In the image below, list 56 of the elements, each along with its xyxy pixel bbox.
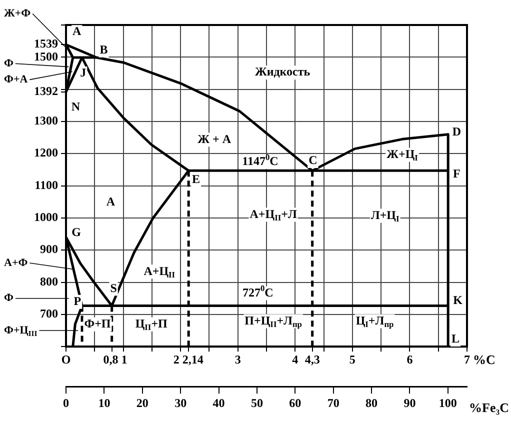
annotation: Жидкость: [254, 64, 311, 79]
y-tick-label: 1500: [34, 49, 58, 64]
annotation: E: [192, 172, 200, 186]
annotation: Ф+П: [84, 316, 112, 331]
x2-tick-label: 60: [289, 396, 302, 410]
text: Ф: [4, 57, 14, 70]
annotation: Ж+Ф: [4, 8, 32, 20]
x2-tick-label: 20: [136, 396, 148, 410]
annotation: P: [74, 294, 82, 308]
y-tick-label: 1392: [34, 84, 58, 98]
annotation: Ф+А: [4, 74, 28, 86]
annotation: G: [72, 225, 81, 240]
annotation: Ж + А: [198, 132, 232, 146]
y-tick-label: 700: [40, 306, 58, 321]
x2-tick-label: 50: [250, 396, 263, 410]
x-tick-label: 2: [173, 352, 180, 367]
y-tick-label: 900: [40, 242, 58, 256]
annotation: S: [110, 280, 118, 295]
x-tick-label: 2,14: [182, 352, 204, 367]
annotation: А+Ф: [4, 256, 28, 269]
y-tick-label: 1300: [34, 114, 58, 128]
annotation: А: [106, 194, 116, 209]
x-tick-label: 6: [406, 352, 413, 367]
x2-tick-label: 10: [98, 396, 110, 410]
annotation: N: [71, 99, 80, 114]
y-tick-label: 1000: [34, 210, 58, 224]
x2-tick-label: 70: [327, 396, 340, 410]
y-tick-label: 1100: [34, 178, 58, 192]
x2-tick-label: 100: [438, 396, 457, 410]
y-tick-label: 800: [40, 274, 58, 288]
y-tick-label: 1200: [34, 146, 58, 160]
x-tick-label: 4,3: [304, 352, 320, 367]
x2-tick-label: 80: [366, 396, 378, 410]
x2-tick-label: 0: [63, 396, 69, 410]
x-tick-label: 0,8: [103, 352, 118, 367]
x2-tick-label: 90: [404, 396, 416, 410]
annotation: B: [100, 42, 108, 56]
x-tick-label: 3: [234, 352, 241, 367]
annotation: K: [453, 293, 464, 308]
y-tick-label: 1539: [34, 36, 58, 51]
x2-tick-label: 30: [174, 396, 187, 410]
annotation: F: [453, 166, 460, 181]
x-tick-label: 4: [292, 352, 298, 367]
annotation: J: [80, 66, 86, 80]
text: Ф: [4, 292, 14, 304]
annotation: C: [308, 153, 318, 168]
x2-axis-title: %Fe₃C: [469, 400, 509, 415]
x-tick-label: O: [61, 352, 71, 367]
x2-tick-label: 40: [212, 396, 225, 410]
x-tick-label: 7: [464, 352, 470, 367]
x-tick-label: 1: [121, 352, 128, 367]
annotation: L: [452, 332, 460, 346]
x-tick-label: 5: [349, 352, 356, 367]
x-axis-title: %C: [473, 352, 496, 367]
annotation: D: [452, 124, 462, 139]
annotation: A: [72, 24, 82, 38]
